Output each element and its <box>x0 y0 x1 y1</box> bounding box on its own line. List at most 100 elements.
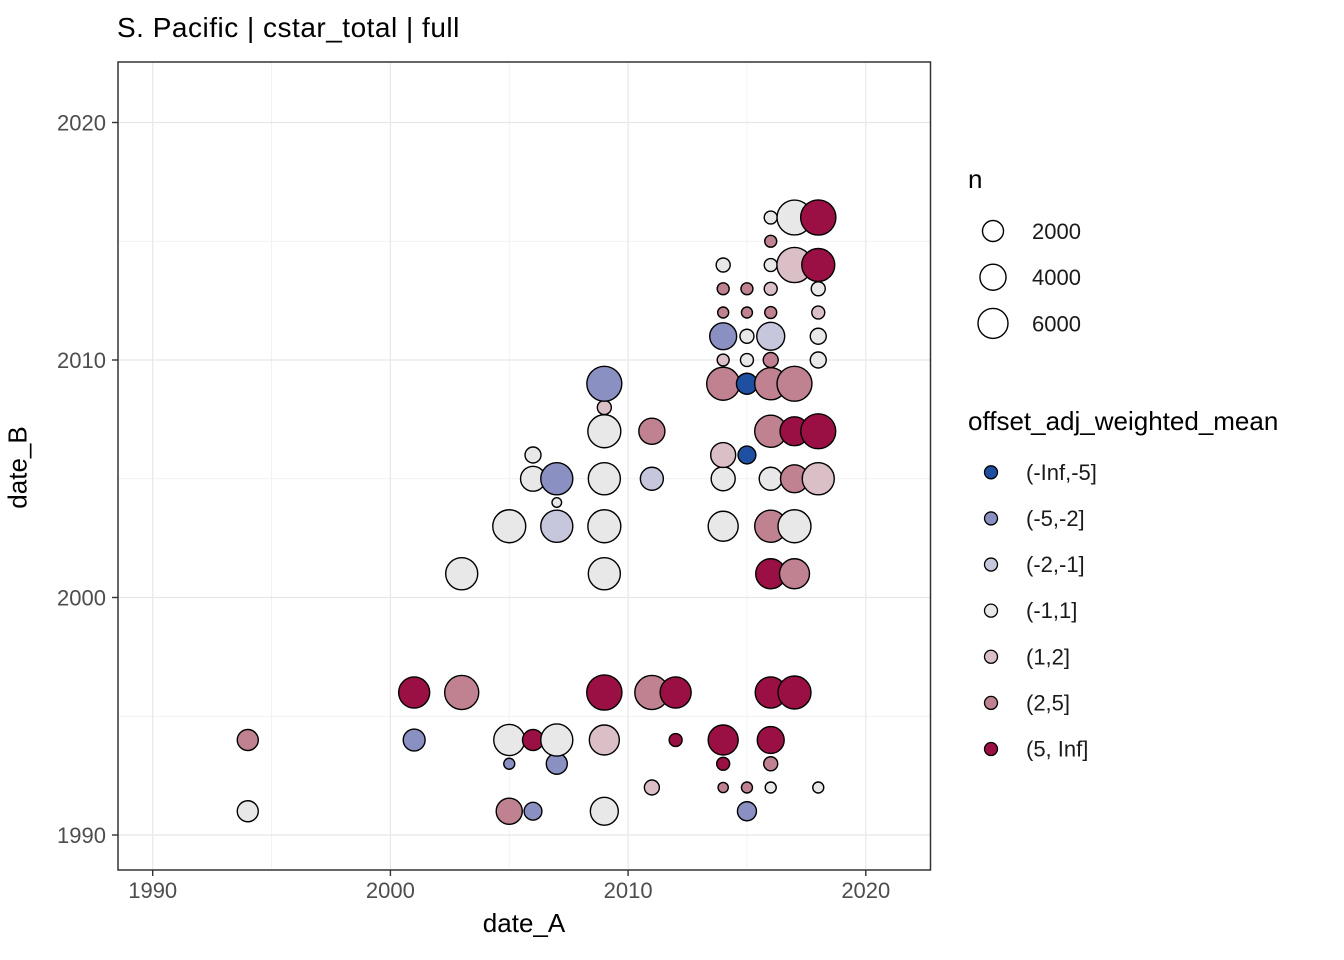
data-point <box>587 509 622 544</box>
data-point <box>740 282 754 296</box>
data-point <box>709 322 738 351</box>
data-point <box>716 282 730 296</box>
data-point <box>739 328 755 344</box>
data-point <box>776 365 813 402</box>
data-point <box>638 417 666 445</box>
data-point <box>812 781 825 794</box>
size-legend-label: 2000 <box>1032 219 1081 244</box>
data-point <box>777 509 812 544</box>
data-point <box>492 509 527 544</box>
y-tick-label: 2000 <box>57 586 106 611</box>
data-point <box>444 557 479 591</box>
data-point <box>758 466 783 491</box>
color-legend-label: (5, Inf] <box>1026 737 1088 762</box>
x-axis-title: date_A <box>482 908 566 938</box>
data-point <box>737 445 757 465</box>
size-legend-label: 6000 <box>1032 311 1081 336</box>
size-legend-key <box>977 307 1009 340</box>
size-legend-key <box>981 219 1005 243</box>
color-legend-key <box>983 741 999 757</box>
color-legend-label: (2,5] <box>1026 690 1070 715</box>
data-point <box>668 732 683 748</box>
data-point <box>756 321 786 351</box>
data-point <box>589 796 620 826</box>
color-legend-label: (-Inf,-5] <box>1026 460 1097 485</box>
color-legend-key <box>983 557 999 572</box>
y-tick-label: 1990 <box>57 823 106 848</box>
data-point <box>764 781 777 794</box>
data-point <box>762 351 779 369</box>
color-legend-key <box>983 465 999 480</box>
data-point <box>705 366 741 401</box>
data-point <box>715 257 731 273</box>
color-legend-key <box>983 649 999 664</box>
y-axis-title: date_B <box>2 426 33 509</box>
data-point <box>495 797 523 825</box>
data-point <box>587 557 622 591</box>
panel-border <box>117 61 932 871</box>
data-point <box>739 352 755 368</box>
data-point <box>811 305 826 320</box>
data-point <box>716 353 730 367</box>
data-point <box>717 781 729 794</box>
data-point <box>763 210 778 225</box>
data-point <box>707 510 739 542</box>
data-point <box>801 247 836 283</box>
color-legend-label: (-5,-2] <box>1026 506 1085 531</box>
color-legend-title: offset_adj_weighted_mean <box>968 406 1279 436</box>
data-point <box>540 723 574 757</box>
data-point <box>397 676 431 709</box>
data-point <box>524 446 542 464</box>
data-point <box>707 724 739 756</box>
x-tick-label: 2000 <box>366 878 415 903</box>
data-point <box>710 466 736 492</box>
data-point <box>402 728 426 752</box>
data-point <box>643 779 661 796</box>
size-legend-key <box>979 263 1007 291</box>
data-point <box>236 800 259 823</box>
data-point <box>659 676 692 709</box>
data-point <box>801 462 835 496</box>
data-point <box>740 306 754 319</box>
data-point <box>586 674 623 711</box>
data-point <box>800 413 837 450</box>
data-point <box>540 462 574 496</box>
data-point <box>763 257 778 273</box>
data-point <box>810 281 826 297</box>
data-point <box>236 728 259 752</box>
data-point <box>503 757 516 770</box>
data-point <box>540 509 574 543</box>
data-point <box>736 801 758 822</box>
color-legend-key <box>983 511 999 526</box>
x-tick-label: 2020 <box>841 878 890 903</box>
data-point <box>740 781 754 794</box>
data-point <box>588 724 621 756</box>
chart-title: S. Pacific | cstar_total | full <box>117 12 460 43</box>
color-legend-label: (-2,-1] <box>1026 552 1085 577</box>
y-tick-label: 2020 <box>57 111 106 136</box>
data-point <box>587 414 622 449</box>
data-point <box>778 558 811 590</box>
data-point <box>639 466 665 491</box>
data-point <box>493 723 526 757</box>
data-point <box>551 497 563 508</box>
data-point <box>756 725 785 755</box>
data-point <box>809 327 827 345</box>
data-point <box>715 756 731 771</box>
x-tick-label: 1990 <box>128 878 177 903</box>
color-legend-key <box>983 603 999 618</box>
data-point <box>764 234 778 248</box>
data-point <box>799 199 837 236</box>
size-legend-title: n <box>968 164 983 194</box>
data-point <box>709 441 737 469</box>
color-legend-key <box>983 695 999 711</box>
data-point <box>777 675 812 710</box>
data-point <box>763 281 778 296</box>
data-point <box>443 674 480 711</box>
data-point <box>586 365 623 402</box>
data-point <box>764 305 778 320</box>
data-point <box>587 462 622 496</box>
data-point <box>523 801 543 821</box>
